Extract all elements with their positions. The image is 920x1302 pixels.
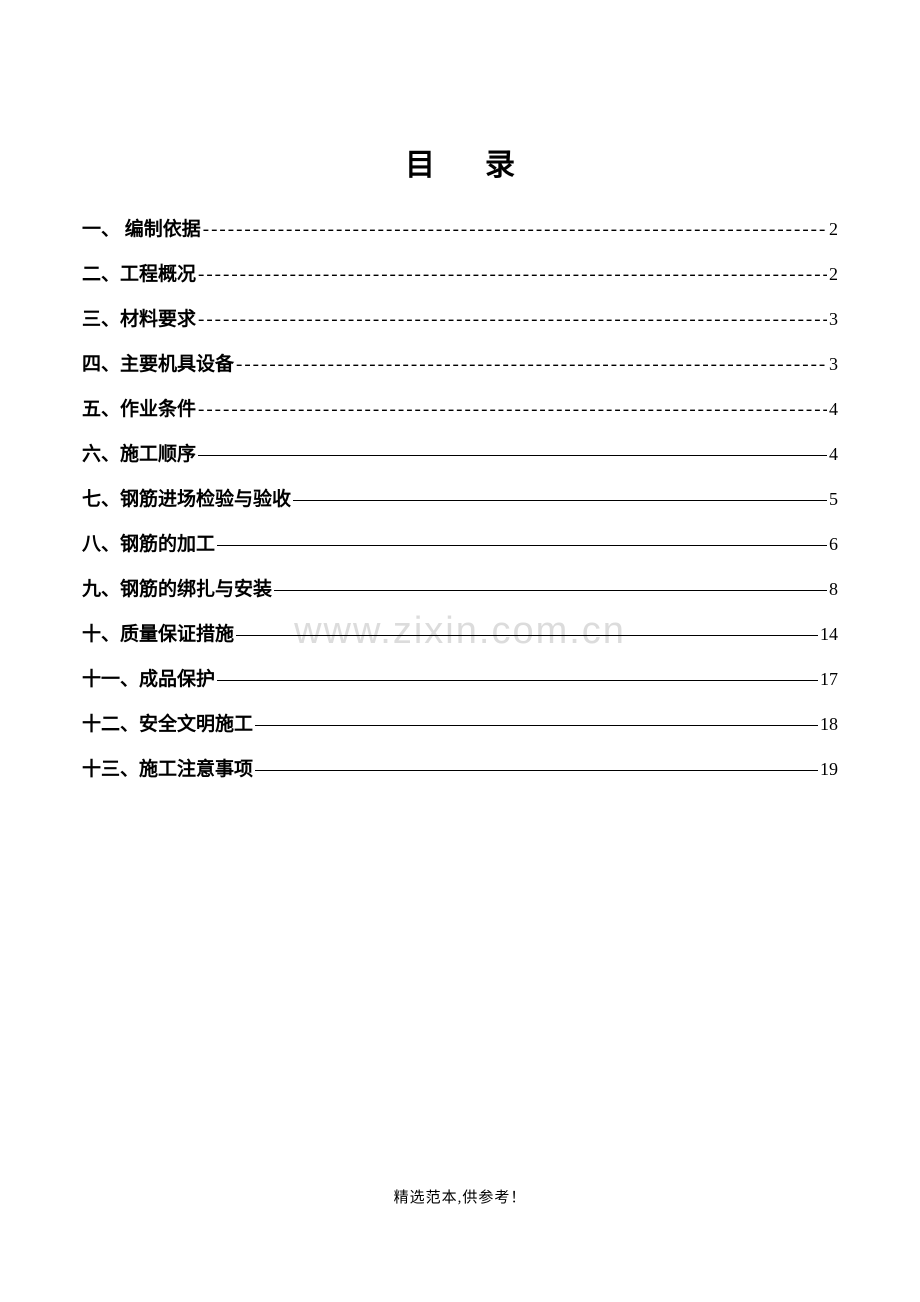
- toc-page-number: 4: [829, 399, 838, 420]
- toc-label: 九、钢筋的绑扎与安装: [82, 574, 272, 601]
- toc-entry: 十一、成品保护 ————————————————————————————————…: [82, 664, 838, 691]
- toc-leader: ----------------------------------------…: [198, 264, 827, 286]
- toc-entry: 十二、安全文明施工 ——————————————————————————————…: [82, 709, 838, 736]
- toc-page-number: 2: [829, 219, 838, 240]
- toc-entry: 六、施工顺序 —————————————————————————————————…: [82, 439, 838, 466]
- document-page: 目录 一、 编制依据 -----------------------------…: [0, 0, 920, 781]
- toc-page-number: 14: [820, 624, 838, 645]
- toc-entry: 四、主要机具设备 -------------------------------…: [82, 349, 838, 376]
- toc-label: 二、工程概况: [82, 259, 196, 286]
- toc-leader: ————————————————————————————————————————…: [217, 669, 818, 691]
- toc-label: 一、 编制依据: [82, 214, 201, 241]
- toc-entry: 五、作业条件 ---------------------------------…: [82, 394, 838, 421]
- toc-entry: 十、质量保证措施 ———————————————————————————————…: [82, 619, 838, 646]
- toc-label: 八、钢筋的加工: [82, 529, 215, 556]
- toc-label: 十二、安全文明施工: [82, 709, 253, 736]
- toc-leader: ————————————————————————————————————————…: [217, 534, 827, 556]
- toc-page-number: 17: [820, 669, 838, 690]
- toc-page-number: 4: [829, 444, 838, 465]
- toc-label: 十一、成品保护: [82, 664, 215, 691]
- toc-page-number: 6: [829, 534, 838, 555]
- toc-leader: ----------------------------------------…: [236, 354, 827, 376]
- toc-leader: ————————————————————————————————————————…: [293, 489, 827, 511]
- toc-page-number: 5: [829, 489, 838, 510]
- toc-leader: ————————————————————————————————————————…: [198, 444, 827, 466]
- toc-page-number: 18: [820, 714, 838, 735]
- toc-label: 十三、施工注意事项: [82, 754, 253, 781]
- toc-page-number: 3: [829, 309, 838, 330]
- toc-page-number: 8: [829, 579, 838, 600]
- toc-label: 四、主要机具设备: [82, 349, 234, 376]
- page-footer: 精选范本,供参考！: [0, 1186, 920, 1207]
- toc-entry: 十三、施工注意事项 ——————————————————————————————…: [82, 754, 838, 781]
- toc-page-number: 2: [829, 264, 838, 285]
- toc-entry: 一、 编制依据 --------------------------------…: [82, 214, 838, 241]
- page-title: 目录: [82, 140, 838, 184]
- toc-label: 六、施工顺序: [82, 439, 196, 466]
- toc-label: 七、钢筋进场检验与验收: [82, 484, 291, 511]
- toc-entry: 七、钢筋进场检验与验收 ————————————————————————————…: [82, 484, 838, 511]
- toc-label: 五、作业条件: [82, 394, 196, 421]
- toc-page-number: 3: [829, 354, 838, 375]
- toc-leader: ————————————————————————————————————————…: [236, 624, 818, 646]
- toc-leader: ----------------------------------------…: [203, 219, 827, 241]
- toc-entry: 八、钢筋的加工 ————————————————————————————————…: [82, 529, 838, 556]
- toc-label: 三、材料要求: [82, 304, 196, 331]
- toc-leader: ----------------------------------------…: [198, 309, 827, 331]
- toc-entry: 九、钢筋的绑扎与安装 —————————————————————————————…: [82, 574, 838, 601]
- toc-leader: ————————————————————————————————————————…: [255, 714, 818, 736]
- toc-entry: 二、工程概况 ---------------------------------…: [82, 259, 838, 286]
- toc-leader: ————————————————————————————————————————…: [274, 579, 827, 601]
- toc-label: 十、质量保证措施: [82, 619, 234, 646]
- page-content: 目录 一、 编制依据 -----------------------------…: [82, 140, 838, 781]
- toc-leader: ----------------------------------------…: [198, 399, 827, 421]
- toc-leader: ————————————————————————————————————————…: [255, 759, 818, 781]
- toc-entry: 三、材料要求 ---------------------------------…: [82, 304, 838, 331]
- toc-page-number: 19: [820, 759, 838, 780]
